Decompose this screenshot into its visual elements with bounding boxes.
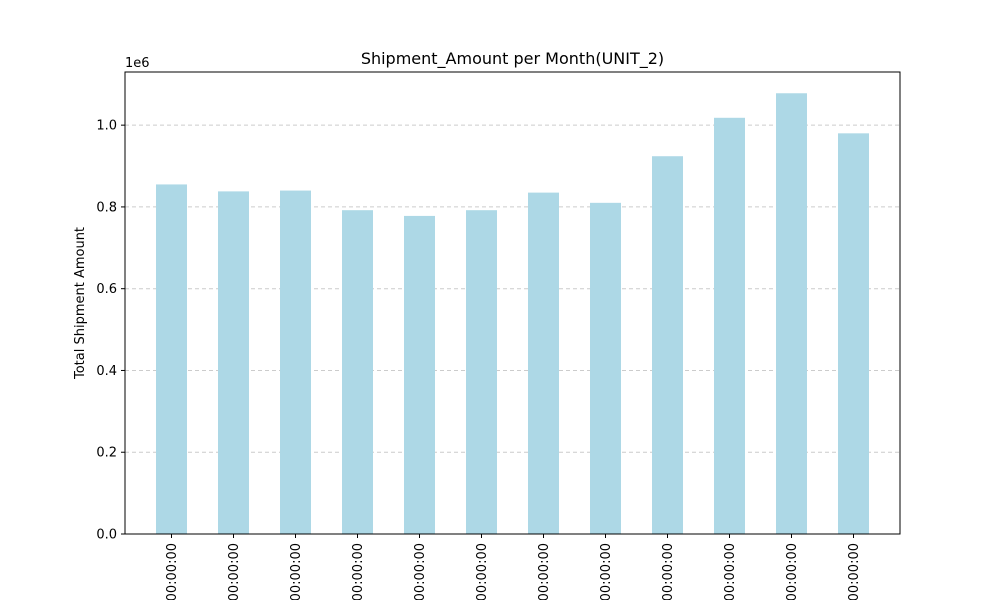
y-tick-label: 0.8	[96, 200, 117, 215]
y-tick-label: 0.0	[96, 528, 117, 543]
grid-lines	[125, 124, 900, 453]
x-tick-label: 00:00:00	[723, 543, 738, 600]
bar-8	[590, 202, 621, 535]
x-tick-label: 00:00:00	[227, 543, 242, 600]
bars	[156, 93, 869, 535]
y-tick-label: 1.0	[96, 119, 117, 134]
bar-12	[838, 133, 869, 534]
bar-4	[342, 210, 373, 534]
x-tick-label: 00:00:00	[661, 543, 676, 600]
x-tick-label: 00:00:00	[475, 543, 490, 600]
bar-2	[218, 191, 249, 534]
y-axis-label: Total Shipment Amount	[73, 227, 88, 380]
x-tick-label: 00:00:00	[351, 543, 366, 600]
y-tick-label: 0.4	[96, 364, 117, 379]
x-tick-label: 00:00:00	[413, 543, 428, 600]
y-offset-label: 1e6	[125, 56, 150, 71]
bar-9	[652, 156, 683, 534]
x-tick-label: 00:00:00	[165, 543, 180, 600]
x-tick-label: 00:00:00	[537, 543, 552, 600]
plot-frame	[124, 71, 901, 535]
x-tick-label: 00:00:00	[599, 543, 614, 600]
bar-3	[280, 190, 311, 534]
y-tick-label: 0.6	[96, 282, 117, 297]
x-tick-label: 00:00:00	[785, 543, 800, 600]
bar-7	[528, 192, 559, 534]
y-tick-label: 0.2	[96, 446, 117, 461]
x-tick-label: 00:00:00	[847, 543, 862, 600]
bar-6	[466, 210, 497, 534]
bar-1	[156, 184, 187, 534]
bar-5	[404, 215, 435, 534]
chart-title: Shipment_Amount per Month(UNIT_2)	[361, 49, 664, 69]
x-ticks: 00:00:00 00:00:00 00:00:00 00:00:00 00:00:00…	[165, 534, 862, 601]
bar-10	[714, 117, 745, 535]
y-ticks: 0.0 0.2 0.4 0.6 0.8 1.0	[96, 119, 125, 543]
bar-11	[776, 93, 807, 534]
x-tick-label: 00:00:00	[289, 543, 304, 600]
